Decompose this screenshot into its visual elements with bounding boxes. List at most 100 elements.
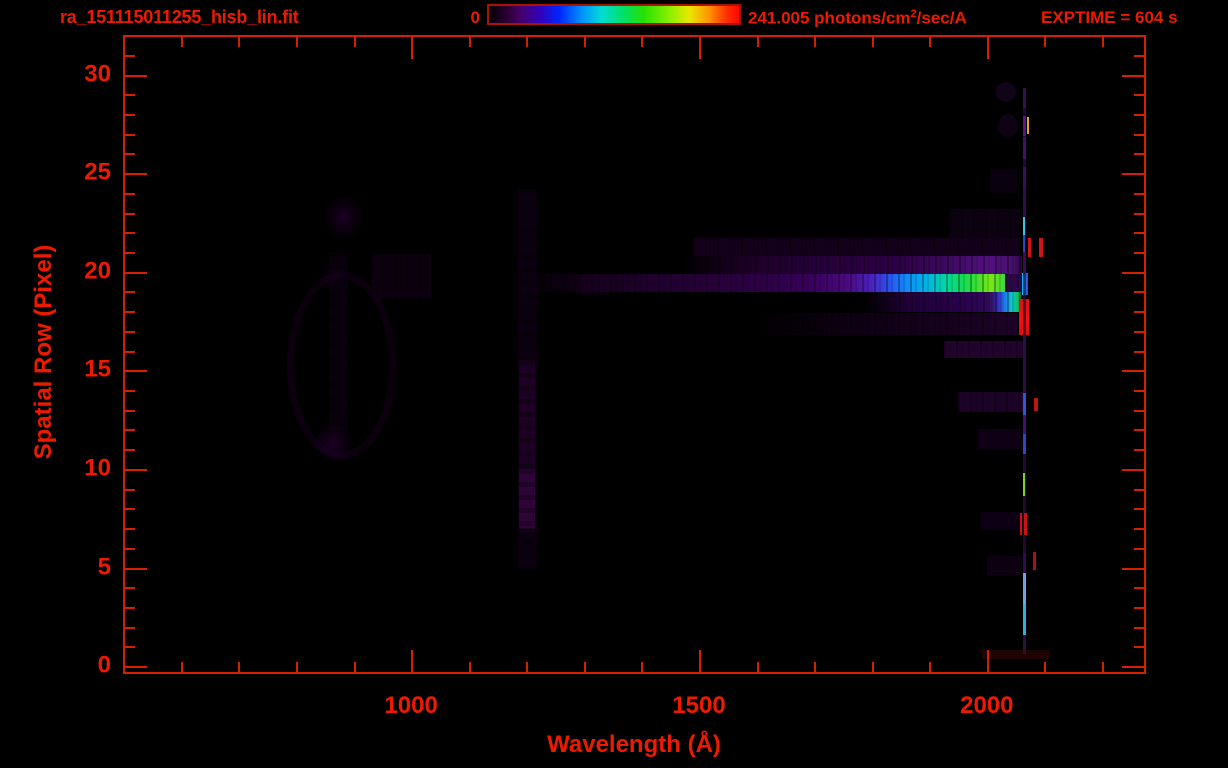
x-tick-minor: [526, 37, 529, 47]
y-tick-label: 15: [84, 355, 111, 383]
y-tick-minor: [125, 291, 135, 294]
edge-fade-row1: [1023, 634, 1026, 655]
edge-cyan-row22: [1023, 217, 1026, 236]
y-tick-major: [1122, 666, 1144, 669]
trace-end-purple-block: [1004, 273, 1022, 293]
edge-top-blob-a: [995, 82, 1016, 103]
y-tick-label: 5: [97, 552, 111, 580]
edge-lightblue-row4: [1023, 573, 1026, 604]
y-tick-minor: [125, 330, 135, 333]
y-tick-minor: [1134, 547, 1144, 550]
y-tick-label: 0: [97, 651, 111, 679]
edge-blue-row21: [1023, 235, 1026, 252]
y-tick-label: 25: [84, 158, 111, 186]
y-tick-minor: [1134, 54, 1144, 57]
y-tick-minor: [125, 212, 135, 215]
x-tick-minor: [296, 37, 298, 47]
stripe-overlay: [329, 252, 348, 430]
x-tick-minor: [526, 662, 529, 672]
band-row5-faint: [986, 555, 1023, 576]
band-row18: [862, 292, 1021, 313]
y-tick-minor: [1134, 133, 1144, 136]
y-tick-minor: [125, 449, 135, 452]
y-tick-minor: [1134, 153, 1144, 156]
x-tick-minor: [468, 662, 471, 672]
edge-seg-row27: [1023, 115, 1026, 136]
edge-seg-row15: [1023, 334, 1026, 392]
red-dash-row21-a: [1027, 238, 1032, 257]
x-tick-label: 1000: [384, 692, 438, 719]
x-tick-minor: [180, 662, 183, 672]
lyman-column-bright: [519, 468, 536, 529]
y-tick-major: [1122, 370, 1144, 373]
y-tick-minor: [125, 547, 135, 550]
x-tick-minor: [814, 662, 817, 672]
y-tick-major: [125, 468, 147, 471]
bottom-maroon-streak: [982, 650, 1049, 660]
y-tick-minor: [125, 508, 135, 511]
plot-area: [123, 35, 1146, 674]
stripe-overlay: [519, 468, 536, 529]
x-tick-minor: [353, 37, 356, 47]
y-tick-major: [125, 173, 147, 176]
edge-red-row7-b: [1023, 513, 1028, 535]
y-tick-major: [1122, 173, 1144, 176]
y-tick-minor: [125, 54, 135, 57]
x-tick-minor: [756, 37, 759, 47]
y-tick-major: [1122, 271, 1144, 274]
x-tick-minor: [1044, 37, 1047, 47]
band-row13-faint: [958, 392, 1023, 412]
y-tick-minor: [125, 606, 135, 609]
y-tick-minor: [125, 192, 135, 195]
red-dash-row13: [1034, 397, 1038, 411]
y-tick-minor: [125, 626, 135, 629]
stripe-overlay: [753, 312, 1019, 335]
y-tick-minor: [125, 133, 135, 136]
edge-seg-row5: [1023, 552, 1026, 573]
y-tick-minor: [125, 390, 135, 392]
y-tick-minor: [1134, 350, 1144, 353]
band-row20: [682, 255, 1022, 274]
red-dash-row5: [1032, 551, 1037, 571]
x-tick-major: [411, 650, 414, 672]
y-tick-minor: [125, 113, 135, 116]
colorbar-min-label: 0: [470, 8, 480, 27]
band-row11-faint: [978, 429, 1023, 450]
stripe-overlay: [862, 292, 1021, 313]
x-tick-major: [699, 650, 701, 672]
x-tick-minor: [756, 662, 759, 672]
edge-seg-row26: [1023, 136, 1026, 160]
edge-orange-dash-row27: [1027, 116, 1030, 134]
y-tick-major: [125, 74, 147, 77]
edge-seg-row23: [1023, 186, 1026, 217]
y-tick-major: [125, 666, 147, 669]
x-tick-minor: [180, 37, 183, 47]
colorbar: [487, 4, 741, 25]
x-tick-minor: [814, 37, 817, 47]
y-tick-minor: [1134, 449, 1144, 452]
unit-superscript: 2: [910, 8, 917, 20]
edge-green-row9: [1023, 472, 1026, 497]
x-tick-minor: [1102, 37, 1104, 47]
trace-smudge-950: [371, 253, 432, 300]
y-tick-minor: [125, 350, 135, 353]
x-tick-minor: [1102, 662, 1104, 672]
y-tick-minor: [125, 587, 135, 590]
edge-seg-row25: [1023, 167, 1026, 187]
band-row17-faint: [753, 312, 1019, 335]
x-tick-minor: [1044, 662, 1047, 672]
x-tick-major: [986, 37, 989, 59]
band-row16-faint: [943, 340, 1023, 359]
y-tick-minor: [125, 153, 135, 156]
main-trace: [513, 273, 1005, 293]
y-tick-minor: [125, 409, 135, 412]
faint-blob-left-mid: [317, 259, 348, 294]
x-tick-minor: [641, 662, 644, 672]
x-tick-minor: [353, 662, 356, 672]
x-tick-minor: [583, 662, 586, 672]
x-tick-label: 2000: [960, 692, 1014, 719]
band-row22-faint: [949, 208, 1021, 239]
x-tick-minor: [929, 37, 932, 47]
x-tick-minor: [238, 37, 241, 47]
